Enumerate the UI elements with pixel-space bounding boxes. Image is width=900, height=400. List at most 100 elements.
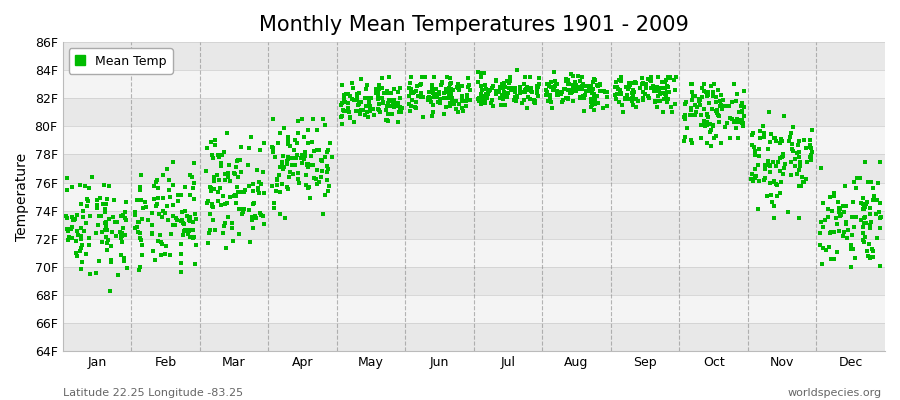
Point: [355, 76, 369, 83]
Point: [186, 185, 201, 192]
Point: [648, 98, 662, 104]
Point: [723, 115, 737, 121]
Point: [694, 135, 708, 142]
Point: [307, 175, 321, 181]
Point: [292, 176, 306, 182]
Point: [478, 94, 492, 100]
Point: [76, 214, 91, 220]
Point: [857, 220, 871, 226]
Point: [774, 179, 788, 186]
Point: [161, 186, 176, 193]
Point: [850, 175, 864, 181]
Point: [186, 180, 201, 186]
Point: [734, 102, 748, 109]
Point: [248, 199, 262, 206]
Point: [346, 96, 361, 103]
Point: [214, 152, 229, 158]
Point: [730, 116, 744, 122]
Point: [652, 87, 666, 93]
Point: [130, 196, 145, 203]
Point: [697, 105, 711, 112]
Point: [427, 93, 441, 100]
Point: [501, 89, 516, 96]
Point: [491, 88, 506, 94]
Point: [229, 200, 243, 206]
Point: [693, 102, 707, 108]
Point: [760, 158, 775, 165]
Point: [871, 209, 886, 215]
Point: [448, 106, 463, 112]
Point: [660, 98, 674, 105]
Point: [117, 255, 131, 262]
Point: [547, 84, 562, 90]
Point: [418, 74, 433, 80]
Point: [211, 198, 225, 205]
Point: [220, 173, 235, 180]
Point: [223, 193, 238, 200]
Point: [815, 261, 830, 267]
Point: [362, 98, 376, 105]
Point: [372, 101, 386, 108]
Point: [737, 88, 751, 94]
Point: [587, 93, 601, 99]
Point: [75, 225, 89, 232]
Point: [473, 91, 488, 98]
Point: [626, 86, 640, 93]
Point: [489, 76, 503, 83]
Point: [508, 89, 523, 95]
Point: [473, 101, 488, 108]
Point: [551, 88, 565, 95]
Point: [392, 95, 407, 101]
Point: [371, 92, 385, 98]
Point: [583, 96, 598, 103]
Point: [541, 98, 555, 104]
Point: [267, 154, 282, 160]
Point: [335, 112, 349, 119]
Point: [805, 154, 819, 161]
Point: [699, 122, 714, 128]
Point: [544, 79, 558, 86]
Point: [554, 91, 568, 97]
Point: [246, 188, 260, 194]
Point: [729, 118, 743, 125]
Point: [442, 93, 456, 100]
Point: [793, 158, 807, 165]
Point: [443, 100, 457, 106]
Point: [305, 162, 320, 168]
Point: [678, 134, 692, 140]
Point: [770, 182, 784, 188]
Point: [757, 134, 771, 141]
Point: [115, 233, 130, 240]
Point: [432, 88, 446, 95]
Point: [856, 230, 870, 236]
Point: [375, 74, 390, 81]
Point: [169, 214, 184, 221]
Point: [561, 95, 575, 101]
Point: [304, 139, 319, 146]
Point: [218, 220, 232, 226]
Point: [78, 251, 93, 257]
Point: [492, 84, 507, 90]
Point: [295, 152, 310, 158]
Point: [489, 76, 503, 83]
Point: [455, 98, 470, 104]
Point: [510, 67, 525, 74]
Point: [489, 88, 503, 94]
Point: [218, 171, 232, 177]
Point: [320, 149, 334, 156]
Point: [790, 170, 805, 177]
Point: [421, 93, 436, 100]
Point: [583, 104, 598, 110]
Point: [478, 100, 492, 106]
Point: [857, 239, 871, 245]
Point: [320, 146, 335, 153]
Bar: [62, 42, 885, 70]
Point: [600, 94, 615, 100]
Point: [714, 92, 728, 98]
Point: [839, 218, 853, 225]
Point: [548, 80, 562, 87]
Point: [829, 215, 843, 221]
Point: [130, 219, 145, 226]
Point: [359, 103, 374, 109]
Point: [649, 84, 663, 90]
